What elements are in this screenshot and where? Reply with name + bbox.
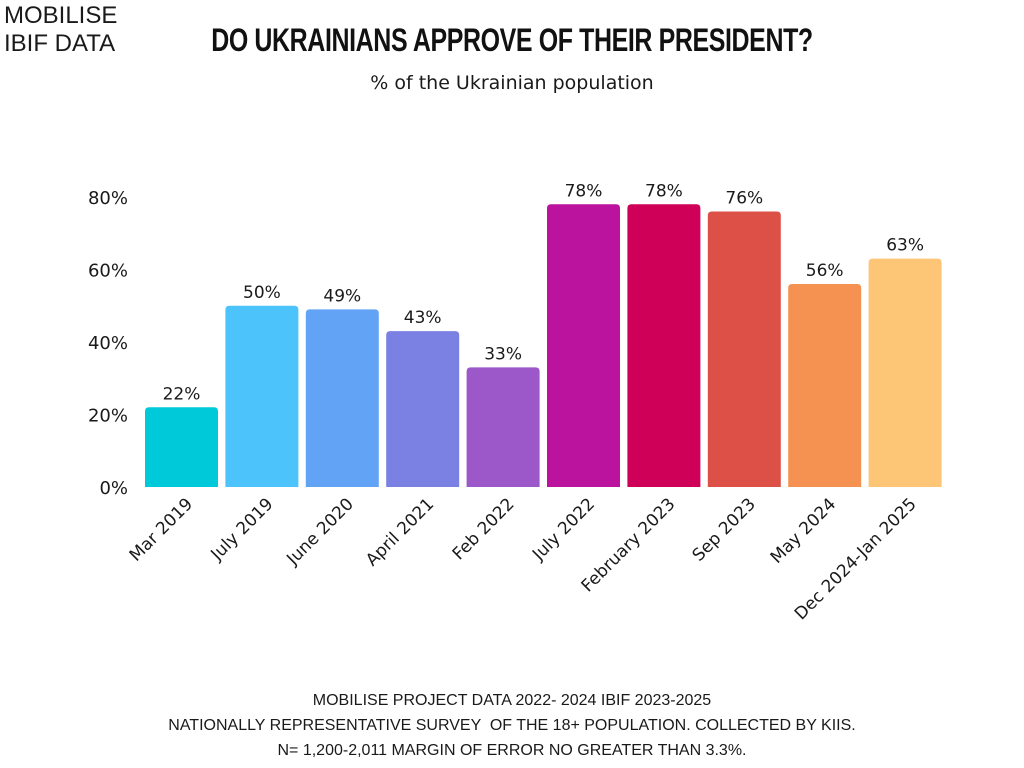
data-label: 49% xyxy=(323,286,361,306)
y-tick-label: 40% xyxy=(88,333,128,354)
bar-june-2020 xyxy=(305,309,379,487)
bars xyxy=(145,204,942,487)
x-tick-label: April 2021 xyxy=(362,494,438,570)
brand-label: MOBILISE IBIF DATA xyxy=(4,2,117,58)
bar-july-2019 xyxy=(225,305,299,487)
chart-subtitle: % of the Ukrainian population xyxy=(370,72,654,94)
data-label: 78% xyxy=(565,181,603,201)
bar-april-2021 xyxy=(386,331,460,487)
footer-notes: MOBILISE PROJECT DATA 2022- 2024 IBIF 20… xyxy=(0,688,1024,763)
data-label: 22% xyxy=(163,384,201,404)
y-tick-label: 0% xyxy=(99,478,128,499)
data-label: 76% xyxy=(725,189,763,209)
bar-may-2024 xyxy=(788,284,862,487)
footer-line-1: MOBILISE PROJECT DATA 2022- 2024 IBIF 20… xyxy=(312,692,712,709)
bar-february-2023 xyxy=(627,204,701,487)
bar-feb-2022 xyxy=(466,367,540,487)
data-label: 78% xyxy=(645,181,683,201)
brand-line-2: IBIF DATA xyxy=(4,30,116,57)
brand-line-1: MOBILISE xyxy=(4,2,118,29)
bar-mar-2019 xyxy=(145,407,218,487)
data-labels: 22% 50% 49% 43% 33% 78% 78% 76% 56% 63% xyxy=(163,181,924,404)
bar-dec-2024-jan-2025 xyxy=(868,258,942,487)
y-tick-label: 60% xyxy=(88,261,128,282)
footer-line-3: N= 1,200-2,011 MARGIN OF ERROR NO GREATE… xyxy=(277,742,747,759)
chart-title: DO UKRAINIANS APPROVE OF THEIR PRESIDENT… xyxy=(211,22,813,58)
x-tick-label: July 2019 xyxy=(207,494,278,565)
footer-line-2: NATIONALLY REPRESENTATIVE SURVEY OF THE … xyxy=(168,717,856,734)
bar-sep-2023 xyxy=(707,211,781,487)
data-label: 50% xyxy=(243,283,281,303)
data-label: 63% xyxy=(886,236,924,256)
x-tick-label: May 2024 xyxy=(767,494,840,567)
y-tick-label: 80% xyxy=(88,188,128,209)
x-tick-label: Mar 2019 xyxy=(126,494,197,565)
x-tick-label: July 2022 xyxy=(528,494,599,565)
data-label: 33% xyxy=(484,344,522,364)
x-tick-label: Sep 2023 xyxy=(689,494,760,565)
x-axis: Mar 2019 July 2019 June 2020 April 2021 Feb … xyxy=(126,494,921,624)
y-tick-label: 20% xyxy=(88,406,128,427)
x-tick-label: Feb 2022 xyxy=(449,494,519,564)
x-tick-label: June 2020 xyxy=(282,494,357,569)
data-label: 56% xyxy=(806,261,844,281)
bar-july-2022 xyxy=(547,204,620,487)
data-label: 43% xyxy=(404,308,442,328)
y-axis: 0% 20% 40% 60% 80% xyxy=(88,188,128,499)
